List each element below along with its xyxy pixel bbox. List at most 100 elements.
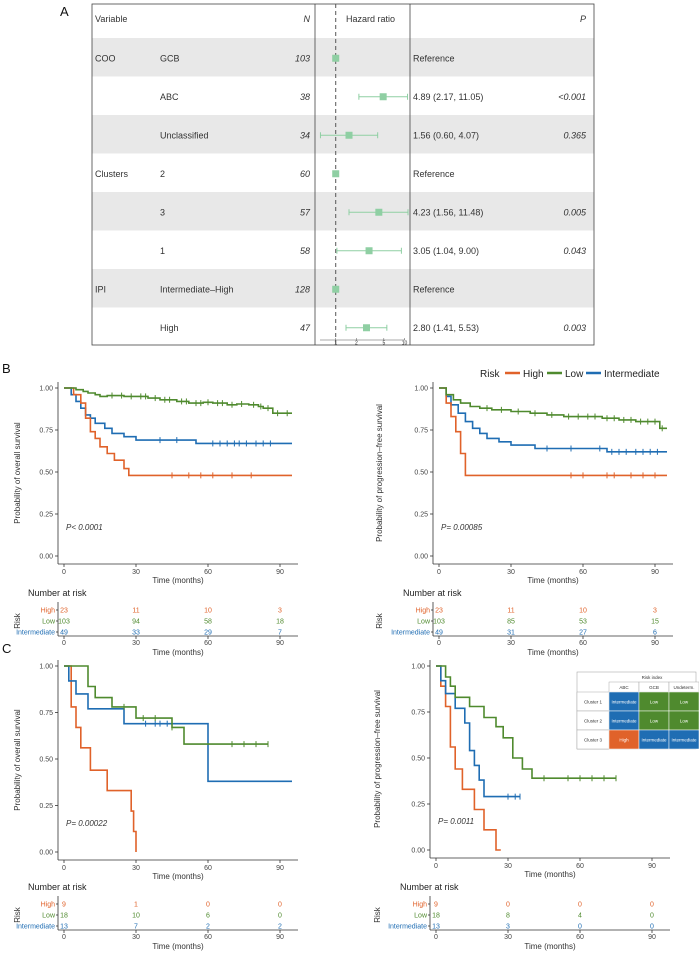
nar-x-tick-label: 30 xyxy=(504,934,512,941)
forest-n-value: 38 xyxy=(300,92,310,102)
forest-group-label: IPI xyxy=(95,284,106,294)
km-y-tick-label: 0.00 xyxy=(39,850,53,857)
nar-value-low: 0 xyxy=(278,913,282,920)
forest-hr-text: 4.23 (1.56, 11.48) xyxy=(413,207,483,217)
forest-header-n: N xyxy=(304,14,311,24)
nar-value-low: 6 xyxy=(206,913,210,920)
nar-x-tick-label: 60 xyxy=(204,934,212,941)
km-curve-high xyxy=(439,387,667,477)
forest-variable-label: Unclassified xyxy=(160,130,209,140)
km-curve-low xyxy=(436,665,616,779)
nar-x-tick-label: 60 xyxy=(576,934,584,941)
km-curve-intermediate xyxy=(64,665,292,783)
km-curve-intermediate xyxy=(64,387,292,445)
nar-value-high: 0 xyxy=(578,902,582,909)
nar-x-axis-label: Time (months) xyxy=(524,942,576,951)
nar-value-intermediate: 0 xyxy=(578,924,582,931)
nar-y-axis-label: Risk xyxy=(13,906,22,923)
forest-variable-label: ABC xyxy=(160,92,179,102)
km-y-tick-label: 0.75 xyxy=(414,428,428,435)
nar-value-low: 4 xyxy=(578,913,582,920)
forest-row-stripe xyxy=(92,192,594,231)
forest-hr-text: 2.80 (1.41, 5.53) xyxy=(413,323,479,333)
panel-label-b: B xyxy=(2,361,11,376)
risk-table-cell-label: High xyxy=(619,738,629,743)
km-y-tick-label: 0.50 xyxy=(39,470,53,477)
km-x-tick-label: 90 xyxy=(648,863,656,870)
km-x-tick-label: 30 xyxy=(132,865,140,872)
risk-legend: Risk High Low Intermediate xyxy=(480,369,660,380)
nar-x-tick-label: 30 xyxy=(507,640,515,647)
nar-value-low: 15 xyxy=(651,619,659,626)
km-y-tick-label: 0.25 xyxy=(39,512,53,519)
nar-value-high: 10 xyxy=(579,608,587,615)
nar-value-intermediate: 0 xyxy=(650,924,654,931)
nar-value-intermediate: 49 xyxy=(60,630,68,637)
risk-table-row-label: Cluster 3 xyxy=(584,738,603,743)
km-x-axis-label: Time (months) xyxy=(152,872,204,881)
risk-table-title: Risk index xyxy=(642,675,664,680)
forest-frame xyxy=(91,3,595,346)
km-x-axis-label: Time (months) xyxy=(524,870,576,879)
legend-intermediate-label: Intermediate xyxy=(604,369,660,380)
km-y-tick-label: 0.25 xyxy=(414,512,428,519)
km-y-tick-label: 0.00 xyxy=(414,554,428,561)
nar-group-label-low: Low xyxy=(42,619,56,626)
km-y-tick-label: 0.75 xyxy=(39,428,53,435)
km-y-tick-label: 1.00 xyxy=(414,386,428,393)
nar-x-tick-label: 0 xyxy=(437,640,441,647)
nar-value-intermediate: 13 xyxy=(60,924,68,931)
nar-value-low: 94 xyxy=(132,619,140,626)
nar-value-intermediate: 2 xyxy=(206,924,210,931)
forest-hr-text: 1.56 (0.60, 4.07) xyxy=(413,130,479,140)
km-y-axis-label: Probability of progression–free survival xyxy=(373,690,382,828)
forest-variable-label: 3 xyxy=(160,207,165,217)
nar-value-intermediate: 29 xyxy=(204,630,212,637)
nar-value-intermediate: 49 xyxy=(435,630,443,637)
nar-value-low: 8 xyxy=(506,913,510,920)
forest-row-stripe xyxy=(92,115,594,154)
nar-value-low: 0 xyxy=(650,913,654,920)
nar-group-label-low: Low xyxy=(42,913,56,920)
km-x-tick-label: 0 xyxy=(62,569,66,576)
km-curve-low xyxy=(439,387,667,430)
nar-title: Number at risk xyxy=(403,588,462,598)
risk-table-col-header: Undeterm. xyxy=(673,685,694,690)
nar-value-low: 53 xyxy=(579,619,587,626)
nar-value-intermediate: 31 xyxy=(507,630,515,637)
risk-table-cell-label: Low xyxy=(650,719,659,724)
km-y-tick-label: 0.75 xyxy=(411,710,425,717)
forest-n-value: 58 xyxy=(300,246,310,256)
km-x-axis-label: Time (months) xyxy=(527,576,579,585)
km-curve-intermediate xyxy=(436,665,520,798)
nar-value-high: 9 xyxy=(62,902,66,909)
forest-p-value: 0.005 xyxy=(563,207,587,217)
nar-value-intermediate: 3 xyxy=(506,924,510,931)
forest-point xyxy=(365,247,373,255)
nar-group-label-intermediate: Intermediate xyxy=(391,630,430,637)
nar-value-high: 3 xyxy=(278,608,282,615)
km-y-axis-label: Probability of overall survival xyxy=(13,422,22,524)
risk-table-cell xyxy=(668,729,699,750)
forest-variable-label: High xyxy=(160,323,179,333)
nar-y-axis-label: Risk xyxy=(375,612,384,629)
nar-group-label-low: Low xyxy=(414,913,428,920)
nar-value-high: 11 xyxy=(132,608,139,615)
forest-header-variable: Variable xyxy=(95,14,127,24)
km-curve-high xyxy=(64,387,292,477)
risk-table-cell-label: Low xyxy=(680,719,689,724)
nar-value-intermediate: 6 xyxy=(653,630,657,637)
nar-x-tick-label: 90 xyxy=(276,640,284,647)
risk-table-cell-label: Intermediate xyxy=(671,738,697,743)
forest-variable-label: Intermediate–High xyxy=(160,284,234,294)
km-p-value: P< 0.0001 xyxy=(66,523,103,532)
nar-y-axis-label: Risk xyxy=(13,612,22,629)
km-x-tick-label: 90 xyxy=(651,569,659,576)
forest-hr-text: Reference xyxy=(413,169,455,179)
km-x-tick-label: 30 xyxy=(507,569,515,576)
nar-value-high: 1 xyxy=(134,902,138,909)
nar-value-low: 103 xyxy=(433,619,445,626)
